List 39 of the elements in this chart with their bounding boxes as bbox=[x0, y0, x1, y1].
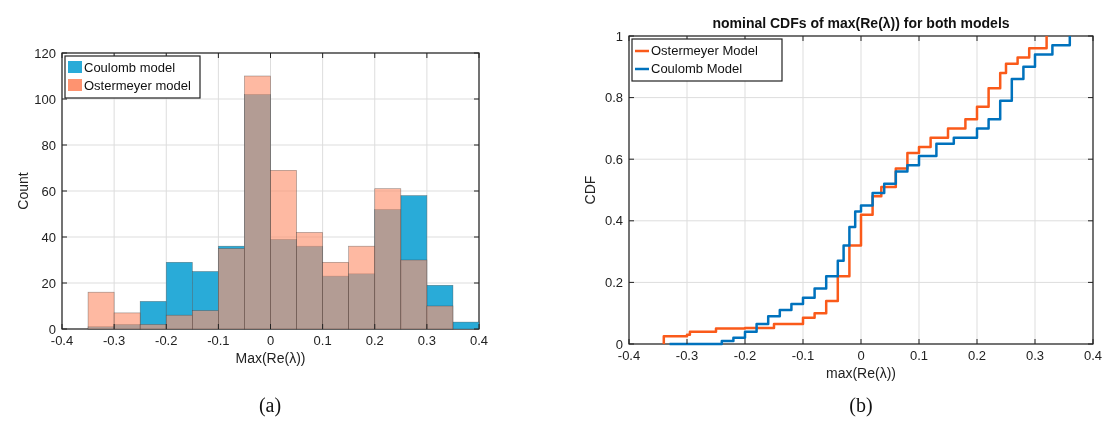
text: (a) bbox=[258, 394, 282, 417]
x-tick-label: -0.2 bbox=[155, 333, 178, 348]
x-tick-label: -0.1 bbox=[791, 348, 815, 363]
x-tick-label: -0.3 bbox=[675, 348, 699, 363]
y-tick-label: 0.4 bbox=[604, 213, 623, 229]
x-tick-label: 0.3 bbox=[417, 333, 436, 348]
y-tick-label: 0.2 bbox=[604, 274, 623, 290]
x-axis-title: max(Re(λ)) bbox=[826, 365, 896, 381]
y-tick-label: 120 bbox=[34, 45, 56, 61]
x-tick-label: 0.4 bbox=[469, 333, 489, 348]
x-axis-title: Max(Re(λ)) bbox=[235, 350, 306, 366]
x-tick-label: -0.1 bbox=[207, 333, 230, 348]
y-tick-label: 40 bbox=[41, 229, 56, 245]
x-tick-label: 0.4 bbox=[1083, 348, 1103, 363]
y-tick-label: 0.8 bbox=[604, 90, 623, 106]
y-tick-label: 60 bbox=[41, 183, 56, 199]
x-tick-label: -0.3 bbox=[102, 333, 126, 348]
y-tick-label: 80 bbox=[41, 137, 56, 153]
y-tick-label: 100 bbox=[34, 91, 56, 107]
x-tick-label: 0.3 bbox=[1025, 348, 1045, 363]
y-axis-title: Count bbox=[15, 172, 31, 210]
y-axis-title: CDF bbox=[582, 175, 598, 205]
y-tick-label: 20 bbox=[41, 275, 56, 291]
text: (b) bbox=[849, 394, 873, 417]
x-tick-label: 0.2 bbox=[967, 348, 987, 363]
x-tick-label: -0.4 bbox=[617, 348, 641, 363]
legend-label: Coulomb Model bbox=[651, 61, 743, 76]
legend-label: Coulomb model bbox=[84, 60, 176, 75]
y-tick-label: 0.6 bbox=[604, 151, 623, 167]
chart-title: nominal CDFs of max(Re(λ)) for both models bbox=[712, 15, 1010, 31]
x-tick-label: 0 bbox=[266, 333, 275, 348]
legend-label: Ostermeyer Model bbox=[651, 43, 759, 58]
x-tick-label: 0 bbox=[857, 348, 865, 363]
x-tick-label: 0.1 bbox=[909, 348, 929, 363]
x-tick-label: 0.1 bbox=[313, 333, 332, 348]
x-tick-label: 0.2 bbox=[365, 333, 384, 348]
y-tick-label: 1 bbox=[615, 28, 623, 44]
x-tick-label: -0.2 bbox=[733, 348, 757, 363]
legend-label: Ostermeyer model bbox=[84, 78, 192, 93]
